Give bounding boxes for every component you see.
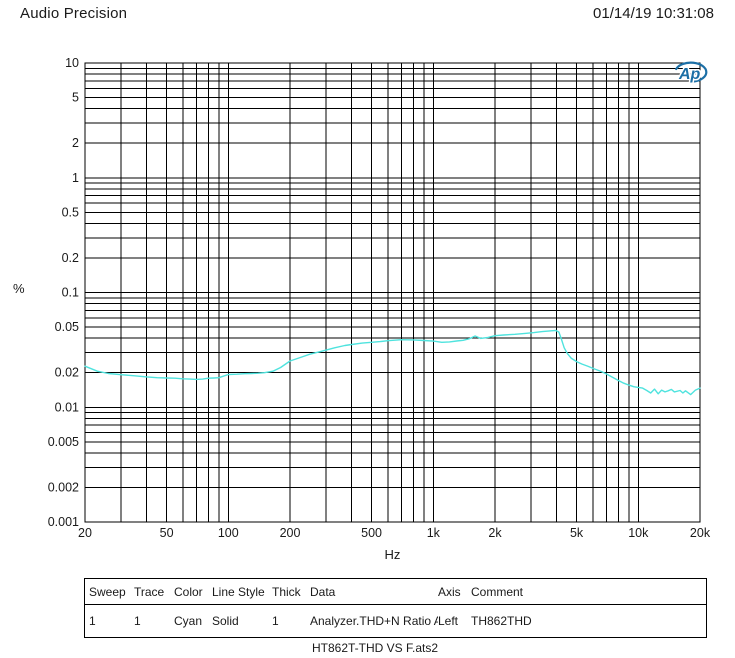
col-header-comment: Comment	[471, 584, 524, 599]
app-title: Audio Precision	[20, 5, 128, 22]
plot-border	[84, 62, 701, 523]
y-tick-label: 2	[72, 136, 79, 150]
cell-color: Cyan	[174, 614, 203, 628]
cell-thick: 1	[272, 614, 279, 628]
legend-table-header-row: Sweep Trace Color Line Style Thick Data …	[85, 579, 706, 605]
y-tick-label: 0.1	[62, 286, 79, 300]
thd-vs-frequency-plot: 10 5 2 1 0.5 0.2 0.1 0.05 0.02 0.01 0.005 0.002 0.00…	[48, 56, 711, 540]
y-tick-label: 10	[65, 56, 79, 70]
y-tick-label: 0.5	[62, 205, 79, 219]
y-tick-label: 0.001	[48, 515, 79, 529]
y-tick-label: 0.01	[55, 400, 79, 414]
ap-logo: Ap	[675, 61, 708, 85]
y-tick-label: 0.2	[62, 251, 79, 265]
legend-table-row[interactable]: 1 1 Cyan Solid 1 Analyzer.THD+N Ratio A …	[85, 605, 706, 637]
col-header-axis: Axis	[438, 584, 461, 599]
col-header-sweep: Sweep	[89, 584, 126, 599]
cell-data: Analyzer.THD+N Ratio A	[310, 614, 438, 628]
x-tick-label: 50	[160, 526, 174, 540]
y-tick-label: 0.02	[55, 366, 79, 380]
col-header-trace: Trace	[134, 584, 165, 599]
y-axis-unit-label: %	[13, 281, 25, 296]
x-tick-label: 2k	[488, 526, 502, 540]
cell-comment: TH862THD	[471, 614, 532, 628]
x-tick-label: 500	[361, 526, 382, 540]
x-tick-label: 5k	[570, 526, 584, 540]
ap-logo-text: Ap	[678, 66, 701, 83]
x-tick-label: 200	[280, 526, 301, 540]
x-axis-tick-labels: 20 50 100 200 500 1k 2k 5k 10k 20k	[78, 526, 711, 540]
cell-line-style: Solid	[212, 614, 239, 628]
col-header-color: Color	[174, 584, 203, 599]
trace-legend-table: Sweep Trace Color Line Style Thick Data …	[84, 578, 707, 638]
cell-sweep: 1	[89, 614, 96, 628]
ap-logo-swoosh-icon	[675, 61, 708, 83]
x-tick-label: 100	[218, 526, 239, 540]
x-tick-label: 20k	[690, 526, 711, 540]
y-tick-label: 0.005	[48, 435, 79, 449]
file-caption: HT862T-THD VS F.ats2	[311, 641, 439, 655]
col-header-thick: Thick	[272, 584, 301, 599]
trace-analyzer-thd-n-ratio-a	[84, 329, 701, 396]
col-header-data: Data	[310, 584, 336, 599]
cell-trace: 1	[134, 614, 141, 628]
y-tick-label: 5	[72, 91, 79, 105]
y-tick-label: 1	[72, 171, 79, 185]
grid-lines	[84, 62, 701, 523]
y-tick-label: 0.05	[55, 320, 79, 334]
y-tick-label: 0.002	[48, 481, 79, 495]
x-tick-label: 1k	[427, 526, 441, 540]
y-axis-tick-labels: 10 5 2 1 0.5 0.2 0.1 0.05 0.02 0.01 0.005 0.002 0.00…	[48, 56, 79, 529]
timestamp: 01/14/19 10:31:08	[593, 5, 714, 22]
x-axis-unit-label: Hz	[384, 547, 401, 562]
thd-trace[interactable]	[84, 329, 701, 396]
x-tick-label: 10k	[628, 526, 649, 540]
col-header-line-style: Line Style	[212, 584, 265, 599]
x-tick-label: 20	[78, 526, 92, 540]
cell-axis: Left	[438, 614, 459, 628]
